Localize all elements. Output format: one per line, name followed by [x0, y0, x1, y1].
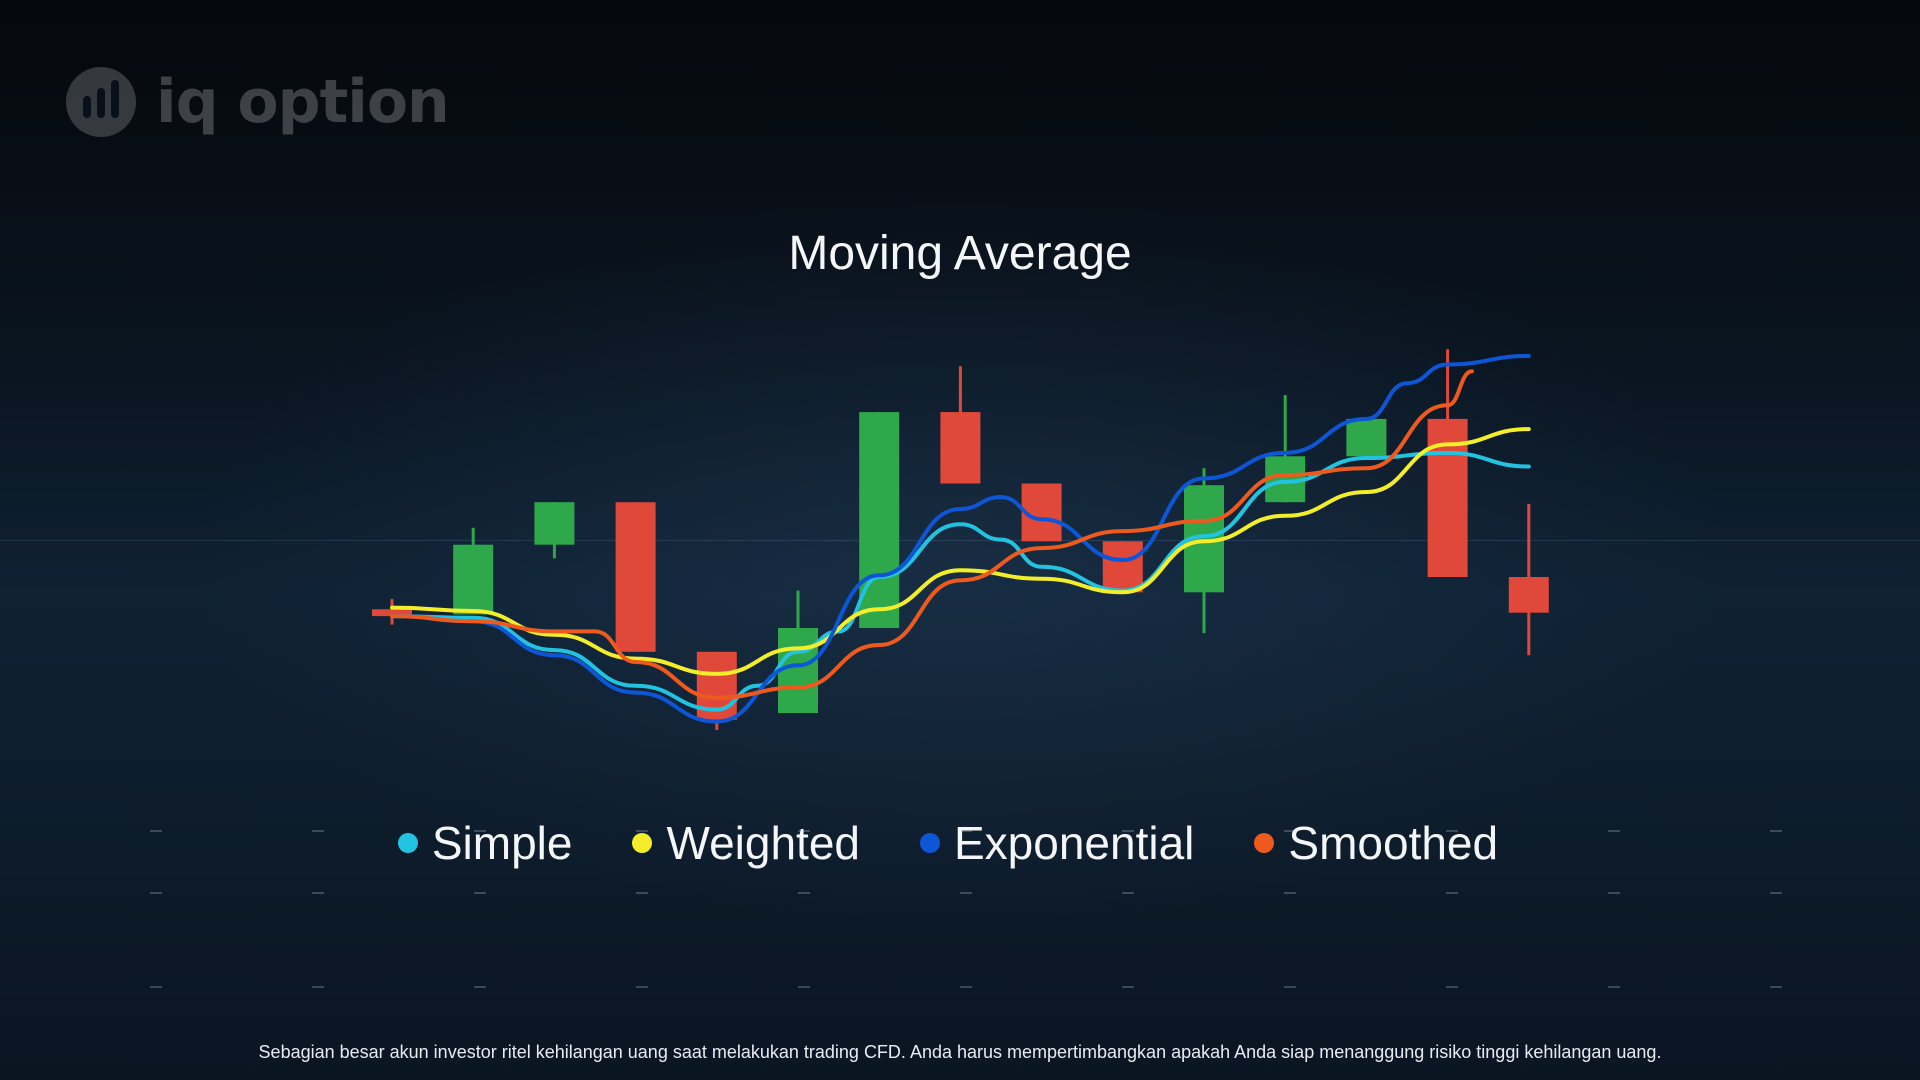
- series-line-smoothed: [390, 369, 1474, 700]
- brand-logo: iq option: [66, 66, 450, 138]
- bearish-candle: [615, 502, 656, 652]
- series-line-exponential: [390, 354, 1531, 724]
- floor-dashes: [0, 892, 1920, 894]
- bearish-candle: [940, 412, 981, 484]
- floor-dashes: [0, 986, 1920, 988]
- bullish-candle: [534, 502, 575, 545]
- bearish-candle: [372, 609, 412, 617]
- legend-item-weighted: Weighted: [632, 816, 860, 870]
- legend-label-smoothed: Smoothed: [1288, 817, 1499, 869]
- floor-dashes: [0, 830, 1920, 832]
- legend-label-simple: Simple: [431, 817, 573, 869]
- legend-swatch-exponential: [920, 833, 940, 853]
- legend-swatch-smoothed: [1254, 833, 1275, 853]
- legend-label-weighted: Weighted: [666, 817, 860, 869]
- series-line-simple: [390, 450, 1531, 712]
- bearish-candle: [1102, 541, 1143, 593]
- bullish-candle: [453, 544, 494, 615]
- bullish-candle: [778, 628, 818, 713]
- chart-title: Moving Average: [788, 227, 1132, 280]
- horizon-line: [0, 540, 1920, 541]
- chart-legend: Simple Weighted Exponential Smoothed: [0, 816, 1908, 870]
- legend-swatch-weighted: [632, 833, 653, 853]
- bullish-candle: [859, 412, 900, 628]
- legend-label-exponential: Exponential: [954, 817, 1195, 869]
- series-line-weighted: [390, 427, 1531, 676]
- bullish-candle: [1346, 418, 1387, 457]
- legend-item-smoothed: Smoothed: [1254, 816, 1498, 870]
- legend-item-exponential: Exponential: [920, 816, 1194, 870]
- bearish-candle: [1508, 577, 1549, 613]
- risk-disclaimer: Sebagian besar akun investor ritel kehil…: [258, 1042, 1662, 1062]
- legend-item-simple: Simple: [397, 816, 573, 870]
- bar-chart-circle-icon: [66, 67, 136, 137]
- legend-swatch-simple: [397, 833, 418, 853]
- logo-text: iq option: [156, 67, 450, 137]
